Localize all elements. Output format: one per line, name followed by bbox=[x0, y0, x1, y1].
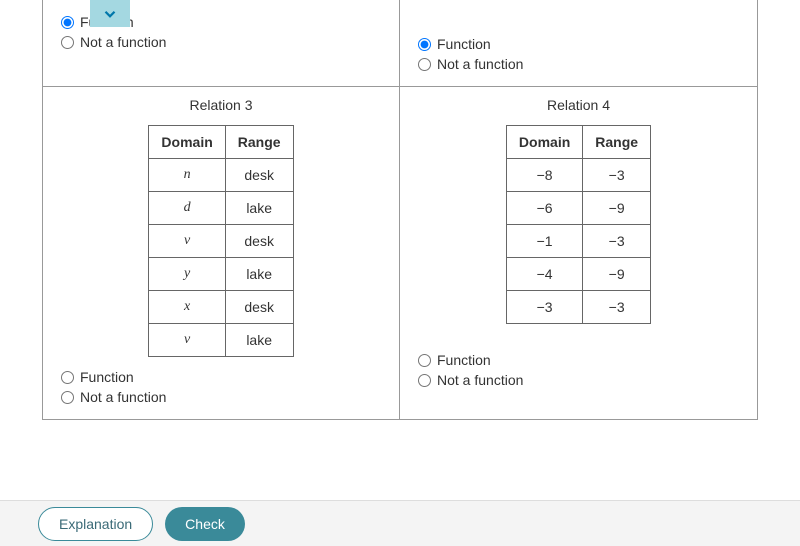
table-cell: y bbox=[149, 258, 225, 291]
relation-3-notfunction-label: Not a function bbox=[80, 389, 166, 405]
table-cell: −3 bbox=[583, 159, 651, 192]
table-cell: −4 bbox=[506, 258, 582, 291]
relation-2-options: Function Not a function bbox=[418, 36, 739, 72]
footer-bar: Explanation Check bbox=[0, 500, 800, 546]
relation-2-notfunction-label: Not a function bbox=[437, 56, 523, 72]
relation-3-notfunction-radio[interactable] bbox=[61, 391, 74, 404]
table-cell: n bbox=[149, 159, 225, 192]
relation-4-domain-header: Domain bbox=[506, 126, 582, 159]
dropdown-toggle[interactable] bbox=[90, 0, 130, 27]
table-cell: lake bbox=[225, 258, 293, 291]
relation-2-function-radio[interactable] bbox=[418, 38, 431, 51]
relation-1-function-radio[interactable] bbox=[61, 16, 74, 29]
relation-4-function-radio[interactable] bbox=[418, 354, 431, 367]
relation-3-range-header: Range bbox=[225, 126, 293, 159]
table-cell: desk bbox=[225, 225, 293, 258]
table-cell: lake bbox=[225, 192, 293, 225]
table-cell: −3 bbox=[583, 225, 651, 258]
relation-3-cell: Relation 3 Domain Range ndesk dlake vdes… bbox=[43, 86, 400, 419]
explanation-button[interactable]: Explanation bbox=[38, 507, 153, 541]
table-cell: desk bbox=[225, 291, 293, 324]
relation-4-cell: Relation 4 Domain Range −8−3 −6−9 −1−3 −… bbox=[400, 86, 757, 419]
relation-3-title: Relation 3 bbox=[61, 97, 381, 113]
table-cell: desk bbox=[225, 159, 293, 192]
relations-grid: Function Not a function Function Not a f… bbox=[42, 0, 758, 420]
chevron-down-icon bbox=[101, 5, 119, 23]
relation-3-domain-header: Domain bbox=[149, 126, 225, 159]
table-cell: −9 bbox=[583, 192, 651, 225]
relation-3-function-label: Function bbox=[80, 369, 134, 385]
table-cell: −8 bbox=[506, 159, 582, 192]
relation-4-range-header: Range bbox=[583, 126, 651, 159]
table-cell: −3 bbox=[506, 291, 582, 324]
check-button[interactable]: Check bbox=[165, 507, 245, 541]
relation-1-notfunction-label: Not a function bbox=[80, 34, 166, 50]
relation-2-function-label: Function bbox=[437, 36, 491, 52]
relation-3-options: Function Not a function bbox=[61, 369, 381, 405]
relation-4-notfunction-radio[interactable] bbox=[418, 374, 431, 387]
table-cell: v bbox=[149, 225, 225, 258]
relation-4-function-label: Function bbox=[437, 352, 491, 368]
relation-4-title: Relation 4 bbox=[418, 97, 739, 113]
table-cell: −9 bbox=[583, 258, 651, 291]
relation-3-table: Domain Range ndesk dlake vdesk ylake xde… bbox=[148, 125, 293, 357]
relation-4-table: Domain Range −8−3 −6−9 −1−3 −4−9 −3−3 bbox=[506, 125, 651, 324]
relation-1-notfunction-radio[interactable] bbox=[61, 36, 74, 49]
relation-4-options: Function Not a function bbox=[418, 352, 739, 388]
table-cell: lake bbox=[225, 324, 293, 357]
table-cell: d bbox=[149, 192, 225, 225]
table-cell: −3 bbox=[583, 291, 651, 324]
relation-2-notfunction-radio[interactable] bbox=[418, 58, 431, 71]
table-cell: −6 bbox=[506, 192, 582, 225]
table-cell: −1 bbox=[506, 225, 582, 258]
table-cell: v bbox=[149, 324, 225, 357]
relation-2-cell: Function Not a function bbox=[400, 0, 757, 86]
relation-4-notfunction-label: Not a function bbox=[437, 372, 523, 388]
table-cell: x bbox=[149, 291, 225, 324]
relation-3-function-radio[interactable] bbox=[61, 371, 74, 384]
